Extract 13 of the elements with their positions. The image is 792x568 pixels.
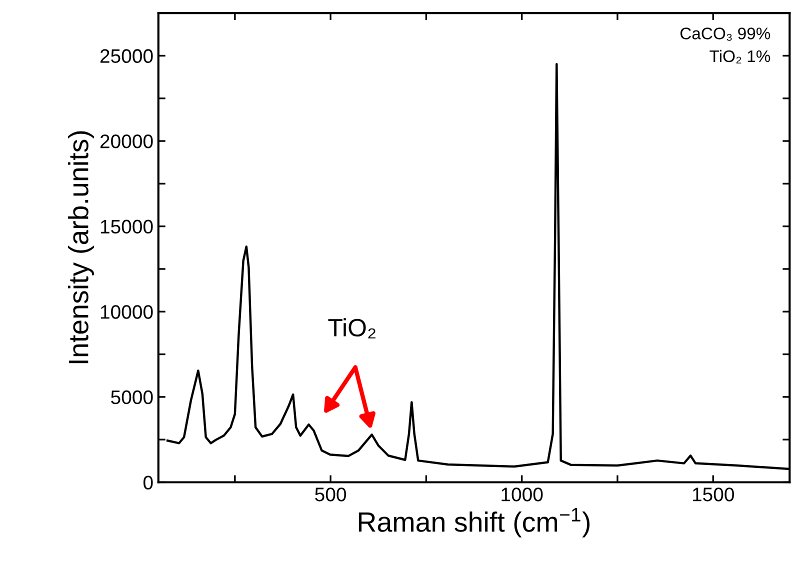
y-tick-label: 10000 bbox=[100, 305, 153, 319]
x-tick-label: 1500 bbox=[692, 488, 734, 502]
y-tick-label: 25000 bbox=[100, 49, 153, 63]
x-tick-label: 1000 bbox=[502, 488, 543, 502]
y-tick-label: 20000 bbox=[100, 134, 153, 148]
y-tick-label: 15000 bbox=[100, 220, 153, 234]
y-tick-label: 5000 bbox=[111, 390, 153, 404]
x-tick-label: 500 bbox=[315, 488, 346, 502]
y-axis-title: Intensity (arb.units) bbox=[68, 131, 94, 364]
y-tick-label: 0 bbox=[143, 476, 153, 490]
annotation: TiO₂ bbox=[328, 318, 376, 338]
annotation: CaCO₃ 99% TiO₂ 1% bbox=[680, 28, 770, 64]
x-axis-title: Raman shift (cm$^{−1}$) bbox=[358, 508, 590, 538]
